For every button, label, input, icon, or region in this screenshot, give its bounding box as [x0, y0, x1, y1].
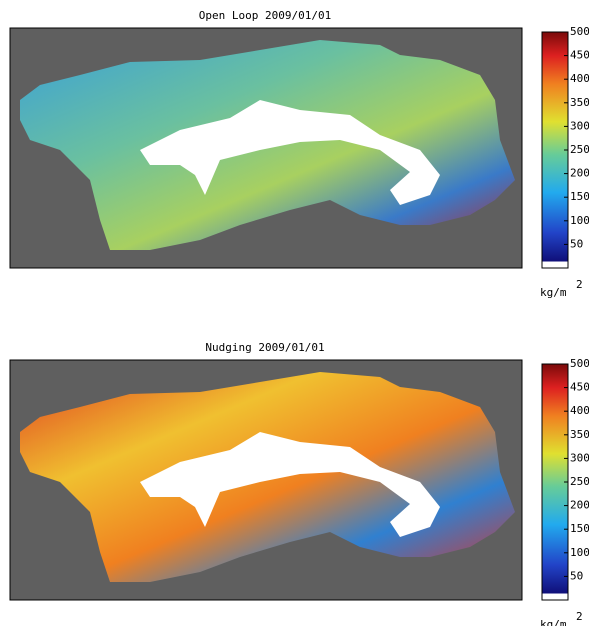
figure: Open Loop 2009/01/0150100150200250300350… — [0, 0, 589, 626]
colorbar-tick-label: 250 — [570, 143, 589, 156]
panel: Nudging 2009/01/01 50 100 150 200 250 300 350 40… — [10, 341, 589, 626]
colorbar-tick-label: 500 — [570, 357, 589, 370]
colorbar-tick-label: 350 — [570, 428, 589, 441]
colorbar-tick-label: 300 — [570, 451, 589, 464]
colorbar-tick-label: 300 — [570, 119, 589, 132]
unit-label: kg/m — [540, 286, 567, 299]
colorbar-tick-label: 200 — [570, 167, 589, 180]
panel-title: Nudging 2009/01/01 — [205, 341, 324, 354]
panel: Open Loop 2009/01/01 50 100 150 200 250 300 350… — [10, 9, 589, 299]
colorbar-tick-label: 500 — [570, 25, 589, 38]
colorbar-tick-label: 200 — [570, 499, 589, 512]
colorbar-tick-label: 450 — [570, 381, 589, 394]
colorbar-tick-label: 150 — [570, 522, 589, 535]
unit-label: kg/m — [540, 618, 567, 626]
colorbar-tick-label: 450 — [570, 49, 589, 62]
colorbar-tick-label: 400 — [570, 72, 589, 85]
colorbar-tick-label: 250 — [570, 475, 589, 488]
colorbar-tick-label: 50 — [570, 237, 583, 250]
colorbar-tick-label: 400 — [570, 404, 589, 417]
panel-title: Open Loop 2009/01/01 — [199, 9, 331, 22]
colorbar-tick-label: 150 — [570, 190, 589, 203]
colorbar-tick-label: 350 — [570, 96, 589, 109]
colorbar-tick-label: 100 — [570, 546, 589, 559]
unit-power: 2 — [576, 610, 583, 623]
colorbar-tick-label: 100 — [570, 214, 589, 227]
colorbar-tick-label: 50 — [570, 569, 583, 582]
unit-power: 2 — [576, 278, 583, 291]
